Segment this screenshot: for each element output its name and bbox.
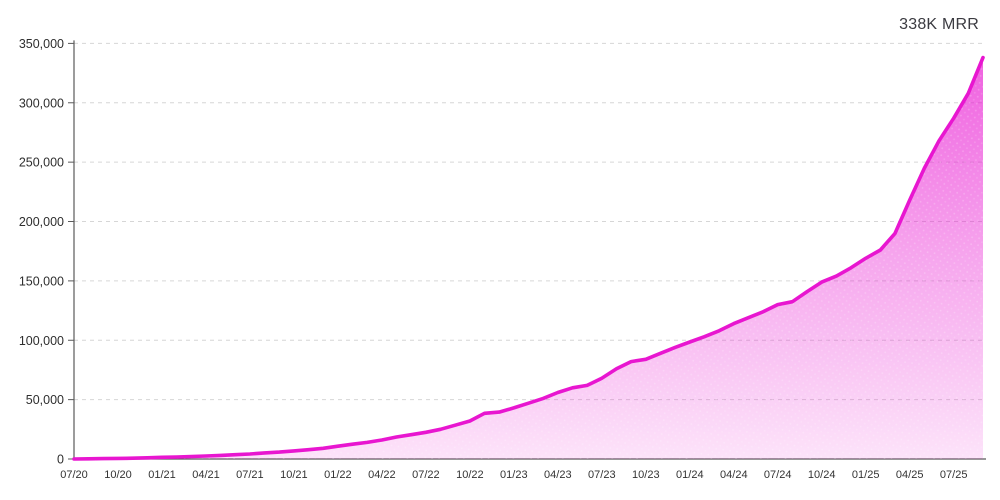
x-tick-label: 10/23 (632, 469, 660, 481)
y-tick-label: 50,000 (26, 393, 64, 407)
x-tick-label: 10/20 (104, 469, 132, 481)
x-tick-label: 10/24 (808, 469, 836, 481)
x-tick-label: 07/20 (60, 469, 88, 481)
x-tick-label: 04/25 (896, 469, 924, 481)
x-tick-label: 04/23 (544, 469, 572, 481)
x-tick-label: 04/21 (192, 469, 220, 481)
x-tick-label: 01/24 (676, 469, 704, 481)
chart-title: 338K MRR (899, 16, 979, 33)
y-tick-label: 200,000 (19, 215, 64, 229)
mrr-line (72, 55, 985, 461)
x-tick-label: 07/24 (764, 469, 792, 481)
y-tick-label: 150,000 (19, 274, 64, 288)
x-tick-label: 07/22 (412, 469, 440, 481)
mrr-area-texture (74, 57, 983, 459)
x-tick-label: 04/22 (368, 469, 396, 481)
x-tick-label: 01/21 (148, 469, 176, 481)
x-tick-label: 10/22 (456, 469, 484, 481)
x-tick-label: 07/23 (588, 469, 616, 481)
x-tick-label: 07/21 (236, 469, 264, 481)
x-tick-label: 07/25 (940, 469, 968, 481)
x-tick-label: 01/22 (324, 469, 352, 481)
y-tick-label: 0 (57, 453, 64, 467)
y-tick-label: 250,000 (19, 156, 64, 170)
x-tick-label: 01/25 (852, 469, 880, 481)
y-tick-label: 300,000 (19, 96, 64, 110)
x-tick-label: 10/21 (280, 469, 308, 481)
x-tick-label: 01/23 (500, 469, 528, 481)
y-tick-label: 100,000 (19, 334, 64, 348)
y-tick-label: 350,000 (19, 37, 64, 51)
x-tick-label: 04/24 (720, 469, 748, 481)
